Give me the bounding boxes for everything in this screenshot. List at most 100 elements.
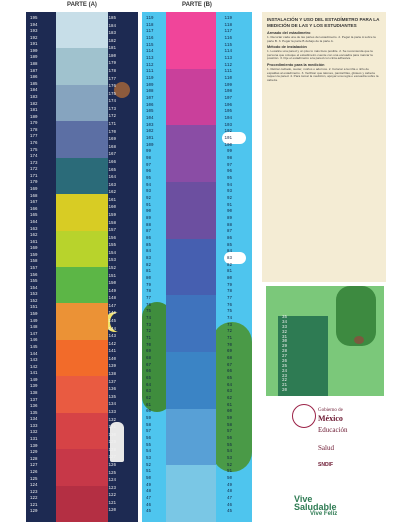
ruler-number: 156 [108, 236, 116, 241]
ruler-number: 107 [224, 97, 232, 101]
ruler-number: 151 [30, 306, 38, 311]
ruler-number: 178 [30, 128, 38, 133]
ruler-number: 189 [30, 56, 38, 61]
ruler-number: 103 [224, 123, 232, 128]
ruler-number: 23 [282, 374, 288, 379]
ruler-number: 105 [146, 110, 154, 115]
ruler-number: 138 [108, 373, 116, 378]
part-a-color-band [56, 230, 108, 267]
ruler-number: 167 [30, 201, 38, 206]
ruler-number: 55 [226, 443, 232, 448]
ruler-number: 90 [226, 210, 232, 215]
ruler-number: 101 [224, 137, 232, 141]
ruler-number: 69 [226, 350, 232, 355]
ruler-number: 48 [226, 490, 232, 495]
ruler-number: 177 [30, 135, 38, 140]
ruler-number: 63 [226, 390, 232, 395]
ruler-number: 77 [226, 297, 232, 301]
ruler-number: 176 [108, 85, 116, 90]
ruler-number: 144 [108, 327, 116, 332]
ruler-number: 88 [226, 223, 232, 228]
ruler-number: 138 [30, 392, 38, 396]
ruler-number: 194 [30, 23, 38, 28]
part-c-stripe [278, 316, 328, 396]
ruler-number: 174 [30, 155, 38, 160]
part-b-color-band [166, 12, 216, 69]
ruler-number: 145 [108, 320, 116, 325]
ruler-number: 92 [226, 197, 232, 201]
ruler-number: 105 [224, 110, 232, 115]
ruler-number: 21 [282, 384, 288, 389]
part-b-color-band [166, 352, 216, 409]
ruler-number: 141 [30, 372, 38, 377]
ruler-number: 162 [30, 234, 38, 239]
section-text: 1. Recortar cada una de las partes del e… [267, 35, 376, 43]
ruler-number: 161 [30, 240, 38, 245]
ruler-number: 60 [226, 410, 232, 415]
ruler-number: 179 [108, 62, 116, 67]
ruler-number: 71 [146, 337, 152, 341]
ruler-number: 29 [282, 345, 288, 350]
ruler-number: 103 [146, 123, 154, 128]
ruler-number: 78 [146, 290, 152, 295]
ruler-number: 46 [146, 503, 152, 508]
ruler-number: 135 [30, 411, 38, 416]
logo-vive: Vive [294, 494, 313, 504]
ruler-number: 169 [30, 188, 38, 193]
ruler-number: 50 [146, 477, 152, 481]
ruler-number: 102 [224, 130, 232, 135]
ruler-number: 119 [146, 17, 154, 21]
ruler-number: 193 [30, 30, 38, 35]
ruler-number: 114 [146, 50, 154, 55]
section-heading: Método de instalación [267, 45, 307, 50]
ruler-number: 53 [226, 457, 232, 461]
ruler-number: 184 [108, 24, 116, 29]
logo-gobierno: Gobierno de [318, 408, 343, 413]
ruler-number: 185 [108, 17, 116, 21]
logo-saludable: Saludable [294, 502, 337, 512]
ruler-number: 59 [146, 417, 152, 421]
ruler-number: 164 [30, 220, 38, 225]
ruler-number: 81 [226, 270, 232, 275]
rocket-icon [110, 422, 124, 462]
ruler-number: 195 [30, 17, 38, 21]
ruler-number: 136 [30, 405, 38, 410]
ruler-number: 104 [146, 117, 154, 121]
ruler-number: 148 [108, 297, 116, 302]
ruler-number: 22 [282, 379, 288, 384]
ruler-number: 159 [108, 213, 116, 218]
ruler-number: 131 [30, 438, 38, 443]
ruler-number: 84 [226, 250, 232, 255]
ruler-number: 191 [30, 43, 38, 48]
ruler-number: 144 [30, 352, 38, 357]
ruler-number: 84 [146, 250, 152, 255]
ruler-number: 79 [146, 283, 152, 288]
ruler-number: 137 [108, 380, 116, 385]
ruler-number: 100 [146, 143, 154, 148]
ruler-number: 63 [146, 390, 152, 395]
ruler-number: 123 [108, 486, 116, 491]
ruler-number: 56 [226, 437, 232, 441]
part-a-color-band [56, 194, 108, 231]
ruler-number: 133 [30, 424, 38, 429]
ruler-number: 82 [146, 263, 152, 268]
ruler-number: 104 [224, 117, 232, 121]
ruler-number: 27 [282, 355, 288, 359]
ruler-number: 68 [226, 357, 232, 361]
ruler-number: 174 [108, 100, 116, 105]
ruler-number: 25 [282, 364, 288, 369]
ruler-number: 45 [146, 510, 152, 515]
part-a-color-band [56, 157, 108, 195]
ruler-number: 88 [146, 223, 152, 228]
ruler-number: 74 [226, 317, 232, 321]
ruler-number: 162 [108, 191, 116, 196]
ruler-number: 155 [108, 244, 116, 249]
ruler-number: 26 [282, 359, 288, 364]
ruler-number: 132 [108, 418, 116, 423]
ruler-number: 48 [146, 490, 152, 495]
ruler-number: 181 [108, 47, 116, 52]
ruler-number: 30 [282, 340, 288, 345]
ruler-number: 128 [108, 448, 116, 453]
ruler-number: 49 [226, 483, 232, 488]
ruler-number: 147 [30, 332, 38, 337]
